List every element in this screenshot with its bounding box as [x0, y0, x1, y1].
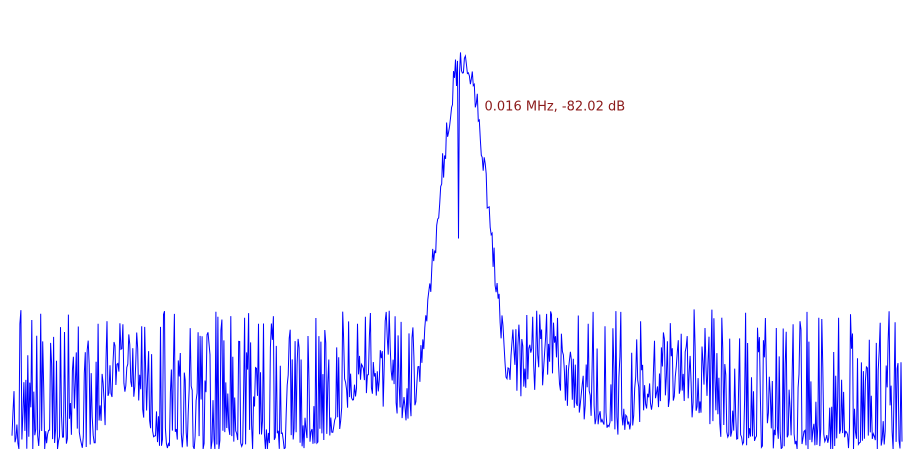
marker-label: 0.016 MHz, -82.02 dB: [485, 99, 626, 114]
spectrum-trace: [11, 52, 903, 449]
